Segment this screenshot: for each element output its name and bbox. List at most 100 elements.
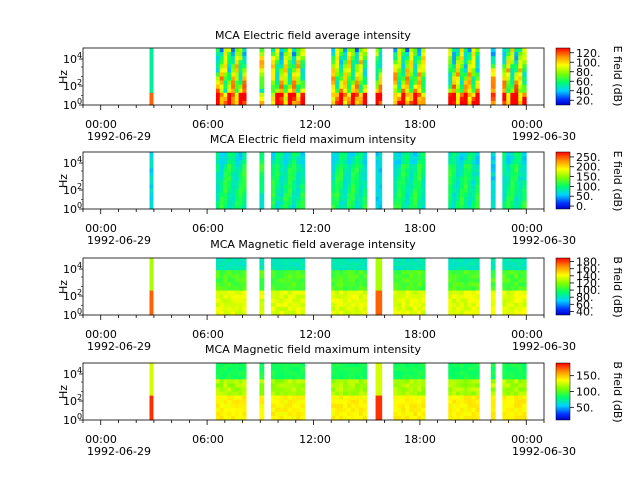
- heatmap-cell: [401, 176, 406, 181]
- heatmap-cell: [506, 274, 511, 279]
- heatmap-cell: [227, 96, 232, 102]
- heatmap-cell: [401, 375, 406, 380]
- heatmap-cell: [227, 204, 232, 210]
- heatmap-cell: [471, 160, 476, 165]
- heatmap-cell: [358, 306, 364, 312]
- heatmap-cell: [223, 383, 228, 388]
- heatmap-cell: [362, 76, 368, 81]
- heatmap-cell: [401, 371, 406, 376]
- svg-text:104: 104: [63, 366, 82, 381]
- heatmap-cell: [234, 383, 239, 388]
- heatmap-cell: [417, 391, 422, 396]
- heatmap-cell: [467, 391, 472, 396]
- heatmap-cell: [378, 164, 383, 169]
- heatmap-cell: [397, 48, 402, 53]
- x-tick-label: 18:00: [404, 328, 436, 341]
- heatmap-cell: [331, 184, 336, 190]
- heatmap-cell: [275, 64, 280, 69]
- heatmap-cell: [502, 266, 507, 271]
- heatmap-cell: [331, 100, 336, 106]
- heatmap-cell: [463, 306, 469, 312]
- x-tick-label: 06:00: [192, 222, 224, 235]
- heatmap-cell: [490, 72, 496, 77]
- heatmap-cell: [378, 367, 383, 372]
- heatmap-cell: [405, 367, 410, 372]
- heatmap-cell: [514, 266, 519, 271]
- heatmap-cell: [242, 160, 247, 165]
- heatmap-cell: [375, 64, 380, 69]
- heatmap-cell: [421, 80, 426, 86]
- heatmap-cell: [475, 290, 480, 296]
- heatmap-cell: [510, 270, 515, 275]
- heatmap-cell: [275, 403, 280, 409]
- heatmap-cell: [358, 64, 364, 69]
- heatmap-cell: [518, 258, 523, 263]
- heatmap-cell: [467, 302, 472, 308]
- heatmap-cell: [219, 204, 224, 210]
- heatmap-cell: [335, 298, 340, 304]
- heatmap-cell: [362, 168, 368, 173]
- heatmap-cell: [238, 407, 243, 413]
- heatmap-cell: [362, 363, 368, 368]
- colorbar-tick-label: 150.: [576, 370, 601, 383]
- heatmap-cell: [471, 383, 476, 388]
- heatmap-cell: [409, 407, 414, 413]
- heatmap-cell: [452, 270, 457, 275]
- heatmap-cell: [475, 176, 480, 181]
- heatmap-cell: [475, 180, 480, 185]
- heatmap-cell: [275, 391, 280, 396]
- heatmap-cell: [287, 415, 293, 421]
- heatmap-cell: [350, 180, 356, 185]
- heatmap-cell: [149, 88, 154, 94]
- heatmap-cell: [270, 88, 276, 94]
- heatmap-cell: [283, 56, 289, 61]
- heatmap-cell: [409, 52, 414, 57]
- svg-text:100: 100: [63, 307, 82, 322]
- heatmap-cell: [467, 379, 472, 384]
- heatmap-cell: [283, 286, 289, 291]
- heatmap-cell: [343, 76, 348, 81]
- heatmap-cell: [522, 184, 527, 190]
- heatmap-cell: [275, 160, 280, 165]
- heatmap-cell: [219, 403, 224, 409]
- heatmap-cell: [335, 188, 340, 194]
- heatmap-cell: [283, 180, 289, 185]
- heatmap-cell: [346, 274, 352, 279]
- heatmap-cell: [279, 160, 284, 165]
- heatmap-cell: [354, 258, 360, 263]
- heatmap-cell: [378, 180, 383, 185]
- heatmap-cell: [292, 306, 297, 312]
- heatmap-cell: [471, 407, 476, 413]
- heatmap-cell: [231, 302, 236, 308]
- heatmap-cell: [375, 164, 380, 169]
- heatmap-cell: [354, 367, 360, 372]
- heatmap-cell: [452, 192, 457, 198]
- heatmap-cell: [231, 274, 236, 279]
- heatmap-cell: [270, 48, 276, 53]
- heatmap-cell: [242, 282, 247, 287]
- heatmap-cell: [518, 176, 523, 181]
- heatmap-cell: [149, 306, 154, 312]
- heatmap-cell: [350, 403, 356, 409]
- heatmap-cell: [270, 52, 276, 57]
- heatmap-cell: [296, 180, 301, 185]
- heatmap-cell: [514, 310, 519, 316]
- heatmap-cell: [522, 188, 527, 194]
- heatmap-cell: [275, 363, 280, 368]
- heatmap-cell: [223, 88, 228, 94]
- heatmap-cell: [350, 298, 356, 304]
- heatmap-cell: [339, 387, 344, 392]
- heatmap-cell: [238, 172, 243, 177]
- heatmap-cell: [502, 286, 507, 291]
- heatmap-cell: [335, 290, 340, 296]
- heatmap-cell: [405, 84, 410, 90]
- x-tick-label: 12:00: [299, 222, 331, 235]
- heatmap-cell: [242, 180, 247, 185]
- x-ticks: [82, 315, 545, 320]
- heatmap-cell: [421, 415, 426, 421]
- heatmap-cell: [227, 286, 232, 291]
- heatmap-cell: [354, 294, 360, 300]
- heatmap-cell: [452, 204, 457, 210]
- heatmap-cell: [242, 383, 247, 388]
- heatmap-cell: [417, 403, 422, 409]
